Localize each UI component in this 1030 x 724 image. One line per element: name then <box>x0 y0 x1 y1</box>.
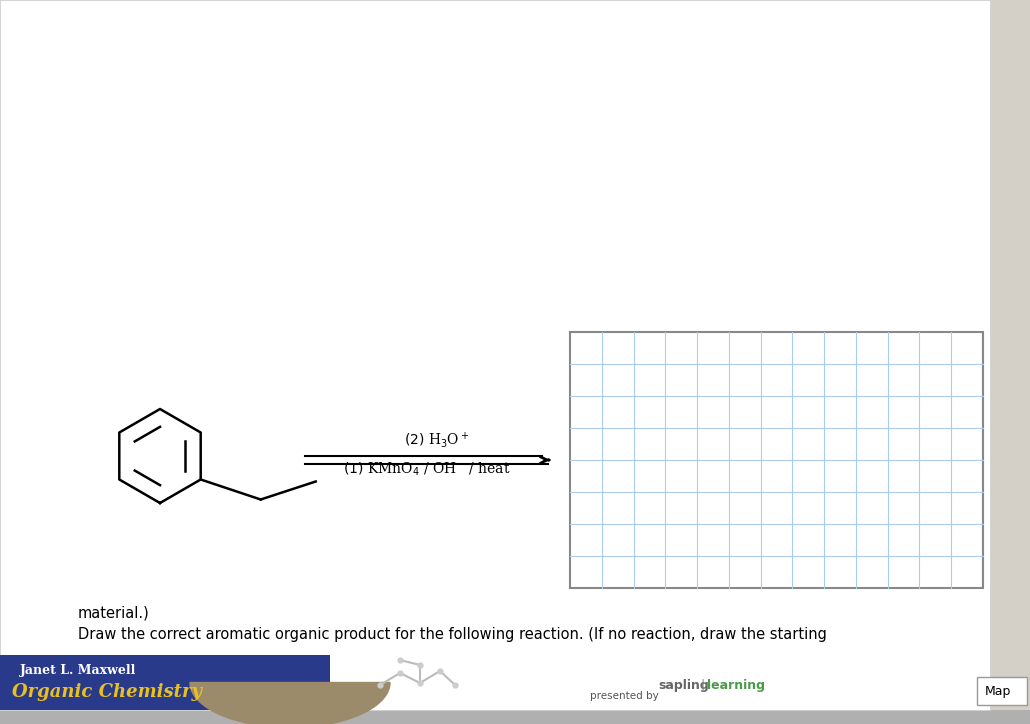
Text: Map: Map <box>985 684 1011 697</box>
Text: $(2)$ H$_3$O$^+$: $(2)$ H$_3$O$^+$ <box>404 430 469 450</box>
Text: presented by: presented by <box>590 691 659 702</box>
Polygon shape <box>190 683 390 724</box>
Bar <box>977 677 1027 705</box>
Text: Draw the correct aromatic organic product for the following reaction. (If no rea: Draw the correct aromatic organic produc… <box>78 627 827 642</box>
Text: $(1)$ KMnO$_4$ / OH$^{-}$ / heat: $(1)$ KMnO$_4$ / OH$^{-}$ / heat <box>343 460 510 478</box>
Text: material.): material.) <box>78 605 149 620</box>
Bar <box>0 710 1030 724</box>
Bar <box>0 655 330 710</box>
Text: learning: learning <box>707 679 765 691</box>
Text: Organic Chemistry: Organic Chemistry <box>12 683 202 702</box>
Text: |: | <box>700 679 705 691</box>
Text: Janet L. Maxwell: Janet L. Maxwell <box>20 664 136 677</box>
Text: sapling: sapling <box>658 679 709 691</box>
Bar <box>570 332 983 588</box>
